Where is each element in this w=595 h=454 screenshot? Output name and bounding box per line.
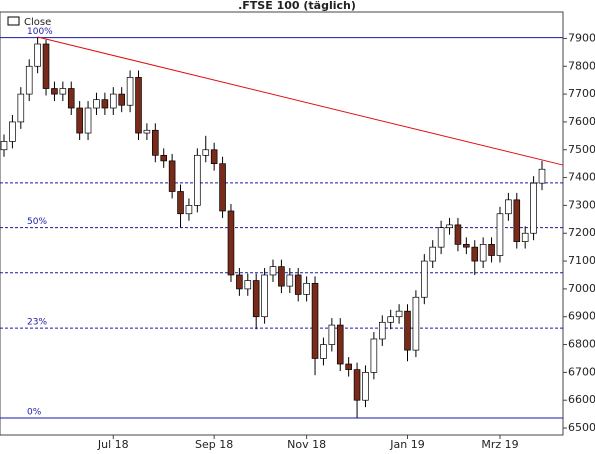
candle-body xyxy=(261,274,268,318)
candle-body xyxy=(202,149,210,156)
y-tick-label: 7100 xyxy=(568,254,595,267)
candle-body xyxy=(521,232,529,242)
candle-body xyxy=(395,310,403,318)
y-tick-label: 7400 xyxy=(568,171,595,184)
y-tick-label: 6700 xyxy=(568,365,595,378)
candle-body xyxy=(236,274,243,290)
candle-body xyxy=(454,224,462,245)
x-tick-label: Mrz 19 xyxy=(481,438,518,450)
y-tick-label: 7500 xyxy=(568,143,595,156)
candle-body xyxy=(252,280,260,318)
candle-body xyxy=(370,338,378,373)
candle-body xyxy=(530,182,537,234)
y-tick-label: 6900 xyxy=(568,310,595,323)
candle-body xyxy=(244,280,252,290)
candle-body xyxy=(479,244,487,262)
y-tick-label: 7700 xyxy=(568,87,595,100)
candle-body xyxy=(278,266,285,287)
candle-body xyxy=(25,65,33,95)
candle-body xyxy=(378,321,386,340)
y-tick-label: 7800 xyxy=(568,59,595,72)
y-tick-label: 7000 xyxy=(568,282,595,295)
candle-body xyxy=(34,43,41,67)
candle-body xyxy=(42,43,50,89)
candle-body xyxy=(168,160,176,192)
legend-icon xyxy=(7,16,20,26)
candle-body xyxy=(421,260,428,298)
candle-body xyxy=(93,99,100,109)
candle-body xyxy=(345,363,352,370)
y-tick-label: 7900 xyxy=(568,31,595,44)
level-label: 0% xyxy=(27,408,42,418)
candle-body xyxy=(101,99,109,109)
y-tick-label: 7300 xyxy=(568,198,595,211)
candle-body xyxy=(513,199,521,242)
candle-body xyxy=(59,88,67,95)
candle-body xyxy=(109,93,117,109)
candle-body xyxy=(446,224,453,229)
candle-body xyxy=(353,369,361,401)
candle-body xyxy=(51,88,58,95)
candle-body xyxy=(328,324,336,345)
y-tick-label: 6500 xyxy=(568,421,595,434)
candle-body xyxy=(320,344,327,359)
candle-body xyxy=(118,93,125,106)
candle-body xyxy=(269,266,277,276)
y-tick-label: 7200 xyxy=(568,226,595,239)
candle-body xyxy=(387,316,394,323)
candle-body xyxy=(17,93,25,123)
y-tick-label: 6800 xyxy=(568,338,595,351)
candle-body xyxy=(152,129,159,156)
candle-body xyxy=(538,168,546,184)
y-tick-label: 7600 xyxy=(568,115,595,128)
x-tick-label: Jan 19 xyxy=(389,438,424,450)
candle-body xyxy=(135,77,142,134)
candle-body xyxy=(194,154,201,206)
candle-body xyxy=(219,163,226,212)
candle-body xyxy=(286,274,294,287)
chart-title: .FTSE 100 (täglich) xyxy=(238,0,356,12)
candle-body xyxy=(294,274,302,295)
candle-body xyxy=(488,244,495,256)
candle-body xyxy=(303,282,310,295)
x-tick-label: Jul 18 xyxy=(97,438,129,450)
candle-body xyxy=(210,149,218,165)
candle-body xyxy=(505,199,512,215)
candle-body xyxy=(362,372,369,401)
candle-body xyxy=(311,282,319,359)
candle-body xyxy=(9,121,16,142)
candle-body xyxy=(463,244,470,248)
candle-body xyxy=(177,191,184,215)
candle-body xyxy=(160,154,168,162)
candle-body xyxy=(404,310,411,351)
candle-body xyxy=(185,205,193,215)
candle-body xyxy=(437,227,445,248)
candle-body xyxy=(227,210,235,276)
candle-body xyxy=(84,107,92,134)
candle-body xyxy=(471,246,479,262)
level-label: 100% xyxy=(27,27,53,37)
candle-body xyxy=(76,107,83,134)
candle-body xyxy=(0,141,8,151)
level-label: 23% xyxy=(27,318,47,328)
level-label: 50% xyxy=(27,217,47,227)
x-tick-label: Sep 18 xyxy=(195,438,233,450)
candle-body xyxy=(496,213,504,256)
candle-body xyxy=(336,324,344,365)
plot-frame xyxy=(0,11,564,436)
legend-label: Close xyxy=(24,17,51,28)
candle-body xyxy=(126,77,134,106)
y-tick-label: 6600 xyxy=(568,393,595,406)
candle-body xyxy=(67,88,75,109)
candle-body xyxy=(143,129,151,134)
candle-body xyxy=(429,246,437,262)
x-tick-label: Nov 18 xyxy=(287,438,326,450)
trendline xyxy=(37,36,564,166)
candle-body xyxy=(412,296,420,351)
